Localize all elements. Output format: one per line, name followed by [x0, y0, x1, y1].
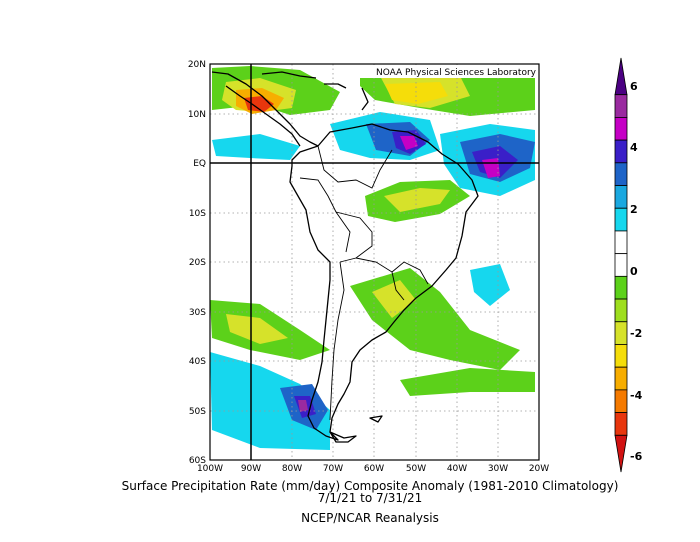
- colorbar-segment: [614, 207, 628, 232]
- coastlines: [211, 71, 479, 443]
- anomaly-brazil-yellowgreen: [384, 188, 450, 212]
- colorbar-label: 6: [630, 80, 638, 93]
- tierra-del-fuego-outline: [329, 431, 357, 443]
- colorbar-segment: [614, 412, 628, 436]
- anomaly-guiana-magenta: [400, 136, 418, 150]
- longitude-labels: 100W 90W 80W 70W 60W 50W 40W 30W 20W: [197, 464, 549, 474]
- anomaly-southeast-yellowgreen: [372, 280, 416, 318]
- lat-label: 30S: [189, 308, 206, 318]
- colorbar-segment: [614, 253, 628, 277]
- lon-label: 60W: [364, 464, 384, 474]
- lat-label: 60S: [189, 456, 206, 466]
- country-borders: [299, 145, 429, 421]
- colorbar-label: 4: [630, 141, 638, 154]
- anomaly-tropical-atlantic-yellow: [385, 82, 448, 104]
- lon-label: 80W: [282, 464, 302, 474]
- anomaly-shading: [210, 66, 535, 450]
- anomaly-southern-chile-purple: [298, 400, 308, 412]
- lat-label: 20N: [188, 60, 206, 70]
- colorbar-label: 0: [630, 265, 638, 278]
- credit-box: [358, 65, 538, 78]
- lon-label: 30W: [488, 464, 508, 474]
- central-america-pacific-coast: [225, 85, 301, 147]
- caption-source: NCEP/NCAR Reanalysis: [301, 511, 439, 525]
- colorbar-segment: [614, 185, 628, 209]
- cuba-outline: [261, 71, 317, 79]
- lat-label: 40S: [189, 357, 206, 367]
- colorbar-label: -4: [630, 389, 643, 402]
- colorbar-segment: [614, 230, 628, 255]
- colorbar-segment: [614, 321, 628, 345]
- hispaniola-outline: [324, 83, 347, 89]
- colorbar-label: -6: [630, 450, 643, 463]
- lon-label: 50W: [406, 464, 426, 474]
- south-america-coast: [289, 123, 479, 441]
- central-america-coast: [211, 71, 319, 147]
- colorbar-segment: [614, 275, 628, 300]
- anomaly-southern-pacific-cyan: [210, 352, 330, 450]
- colorbar-segment: [614, 57, 628, 96]
- anomaly-mid-atlantic-cyan: [470, 264, 510, 306]
- lesser-antilles-outline: [361, 87, 369, 111]
- lat-label: 10S: [189, 209, 206, 219]
- falklands-outline: [369, 415, 383, 423]
- lon-label: 40W: [447, 464, 467, 474]
- colorbar-label: 2: [630, 203, 638, 216]
- colorbar-segment: [614, 94, 628, 118]
- lat-label: 20S: [189, 258, 206, 268]
- lat-label: 50S: [189, 407, 206, 417]
- colorbar-segment: [614, 117, 628, 141]
- lat-label: EQ: [193, 159, 206, 169]
- graticule: [210, 64, 539, 460]
- caption-title: Surface Precipitation Rate (mm/day) Comp…: [121, 479, 619, 493]
- lon-label: 20W: [529, 464, 549, 474]
- lat-label: 10N: [188, 110, 206, 120]
- lon-label: 90W: [241, 464, 261, 474]
- colorbar-segment: [614, 389, 628, 413]
- latitude-labels: 20N 10N EQ 10S 20S 30S 40S 50S 60S: [188, 60, 206, 466]
- colorbar-segment: [614, 434, 628, 473]
- colorbar-segment: [614, 366, 628, 391]
- anomaly-pacific-yellowgreen: [226, 314, 288, 344]
- colorbar-segment: [614, 162, 628, 186]
- colorbar-segment: [614, 139, 628, 164]
- map-frame: [209, 63, 540, 461]
- colorbar-label: -2: [630, 327, 642, 340]
- lon-label: 70W: [323, 464, 343, 474]
- colorbar: [614, 57, 628, 473]
- lon-label: 100W: [197, 464, 223, 474]
- colorbar-segment: [614, 298, 628, 323]
- anomaly-east-pacific-cyan: [212, 134, 300, 160]
- map-panel: NOAA Physical Sciences Laboratory: [209, 63, 540, 461]
- anomaly-south-atlantic-green: [400, 368, 535, 396]
- colorbar-labels: 6 4 2 0 -2 -4 -6: [630, 80, 643, 463]
- caption-date-range: 7/1/21 to 7/31/21: [317, 491, 423, 505]
- credit-label: NOAA Physical Sciences Laboratory: [376, 68, 537, 78]
- colorbar-segment: [614, 344, 628, 368]
